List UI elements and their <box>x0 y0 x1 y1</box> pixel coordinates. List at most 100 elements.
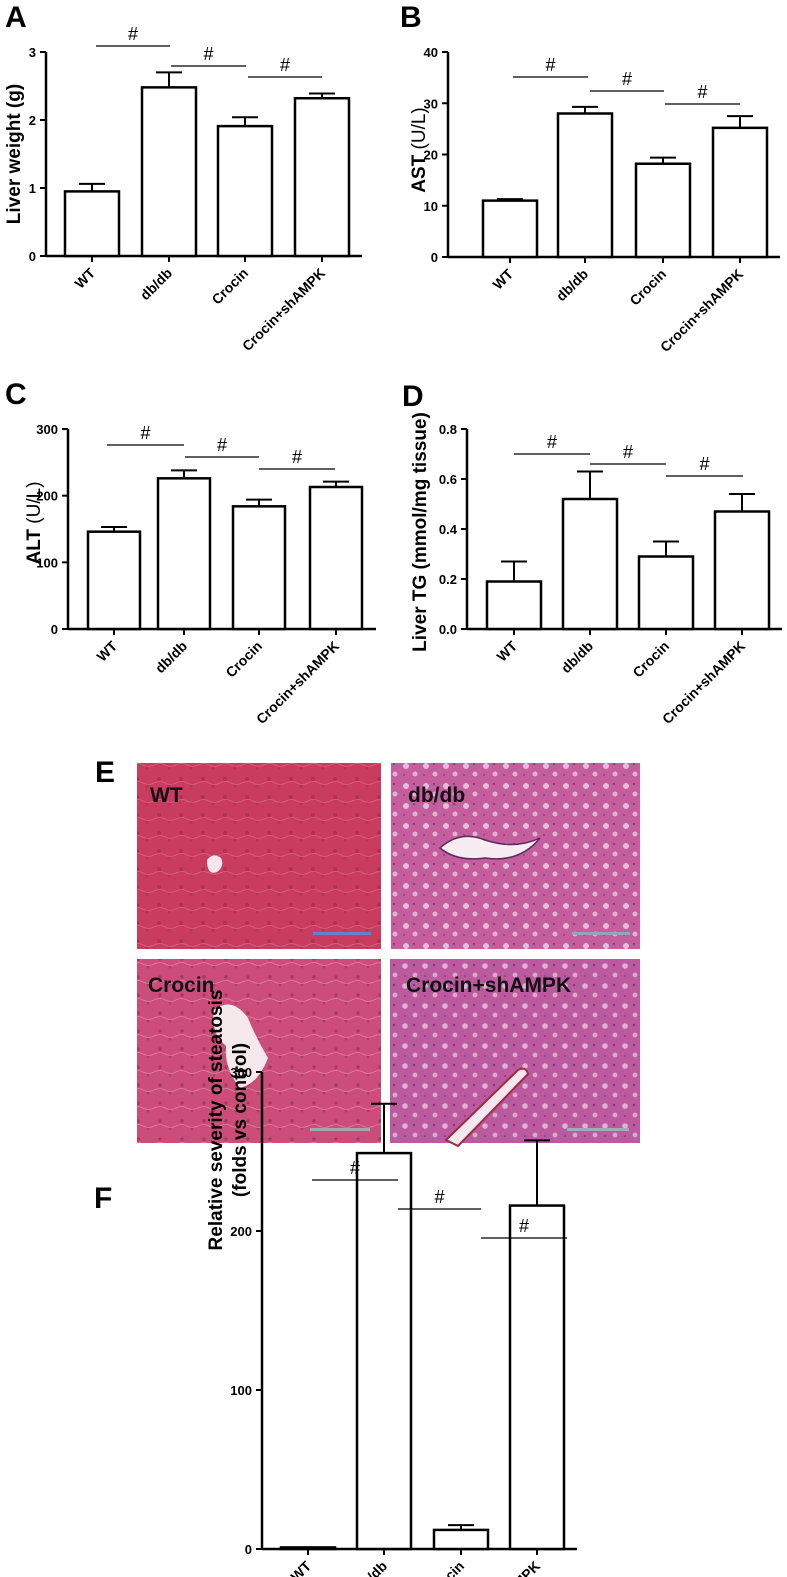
bar-db-db <box>156 477 212 631</box>
bar-db-db <box>355 1151 413 1551</box>
bar-crocin-shampk <box>508 1204 566 1551</box>
histology-label-crocin: Crocin <box>148 974 215 997</box>
significance-mark: # <box>623 442 633 462</box>
panel-label-e: E <box>95 756 115 789</box>
y-tick-label: 0.8 <box>439 422 457 437</box>
y-axis-label: AST (U/L) <box>409 107 430 193</box>
bar-wt <box>63 190 121 258</box>
panel-label-b: B <box>400 1 422 34</box>
y-tick-label: 2 <box>29 113 36 128</box>
y-tick-label: 0.0 <box>439 622 457 637</box>
bar-wt <box>86 530 142 631</box>
panel-label-a: A <box>5 1 27 34</box>
category-label-crocin: Crocin <box>629 638 672 681</box>
y-tick-label: 3 <box>29 45 36 60</box>
category-label-wt: WT <box>287 1557 314 1577</box>
significance-mark: # <box>434 1187 444 1207</box>
bar-crocin <box>231 505 287 631</box>
histology-panel: WT db/db Crocin Crocin+shAMPK <box>137 763 640 1148</box>
chart-d: 0.0 0.2 0.4 0.6 0.8 WT db/db CrocinCrocin+shAMP… <box>410 412 782 727</box>
category-label-db-db: db/db <box>553 266 591 304</box>
histology-label-dbdb: db/db <box>408 784 465 807</box>
bar-crocin <box>637 555 695 631</box>
category-label-db-db: db/db <box>558 638 596 676</box>
category-label-crocin-shampk: Crocin+shAMPK <box>657 266 746 355</box>
y-tick-label: 0.6 <box>439 472 457 487</box>
bar-db-db <box>140 86 198 258</box>
category-label-crocin-shampk: Crocin+shAMPK <box>659 638 748 727</box>
y-tick-label: 200 <box>36 489 58 504</box>
y-tick-label: 30 <box>424 96 438 111</box>
y-tick-label: 100 <box>230 1383 252 1398</box>
y-tick-label: 40 <box>424 45 438 60</box>
panel-label-d: D <box>402 380 424 413</box>
significance-mark: # <box>217 435 227 455</box>
bar-crocin-shampk <box>293 96 351 258</box>
category-label-wt: WT <box>493 637 520 664</box>
significance-mark: # <box>140 423 150 443</box>
category-label-crocin: Crocin <box>222 638 265 681</box>
y-axis-label: Liver TG (mmol/mg tissue) <box>410 412 431 652</box>
significance-mark: # <box>622 69 632 89</box>
y-tick-label: 20 <box>424 148 438 163</box>
y-tick-label: 0.2 <box>439 572 457 587</box>
bar-db-db <box>556 112 614 259</box>
significance-mark: # <box>699 454 709 474</box>
y-tick-label: 200 <box>230 1224 252 1239</box>
bar-crocin-shampk <box>308 485 364 631</box>
category-label-crocin: Crocin <box>208 265 251 308</box>
bar-wt <box>485 580 543 631</box>
category-label-wt: WT <box>71 264 98 291</box>
bar-crocin <box>634 162 692 259</box>
category-label-db-db: db/db <box>137 265 175 303</box>
category-label-crocin: Crocin <box>424 1558 467 1577</box>
bar-crocin-shampk <box>713 510 771 631</box>
y-axis-label: Relative severity of steatosis (folds vs … <box>206 990 251 1251</box>
histology-image-dbdb: db/db <box>391 763 640 949</box>
y-tick-label: 0 <box>431 250 438 265</box>
category-label-crocin: Crocin <box>626 266 669 309</box>
y-tick-label: 10 <box>424 199 438 214</box>
y-tick-label: 0 <box>29 249 36 264</box>
significance-mark: # <box>280 55 290 75</box>
histology-image-crocin-shampk: Crocin+shAMPK <box>390 959 640 1148</box>
histology-image-crocin: Crocin <box>137 959 381 1143</box>
y-tick-label: 0.4 <box>439 522 458 537</box>
y-tick-label: 1 <box>29 181 36 196</box>
category-label-crocin-shampk: Crocin+shAMPK <box>253 638 342 727</box>
category-label-db-db: db/db <box>352 1558 390 1577</box>
panel-label-c: C <box>5 378 27 411</box>
significance-mark: # <box>128 24 138 44</box>
significance-mark: # <box>547 432 557 452</box>
category-label-wt: WT <box>489 265 516 292</box>
category-label-wt: WT <box>93 637 120 664</box>
significance-mark: # <box>203 44 213 64</box>
histology-image-wt: WT <box>137 763 381 949</box>
significance-mark: # <box>350 1158 360 1178</box>
y-tick-label: 0 <box>51 622 58 637</box>
bar-crocin-shampk <box>711 126 769 259</box>
bar-crocin <box>432 1528 490 1551</box>
y-tick-label: 300 <box>36 422 58 437</box>
category-label-crocin-shampk: Crocin+shAMPK <box>239 265 328 354</box>
category-label-db-db: db/db <box>152 638 190 676</box>
bar-db-db <box>561 497 619 631</box>
histology-label-crocin-shampk: Crocin+shAMPK <box>406 974 571 997</box>
bar-crocin <box>216 124 274 258</box>
significance-mark: # <box>545 55 555 75</box>
y-axis-label: Liver weight (g) <box>4 84 25 224</box>
y-tick-label: 300 <box>230 1065 252 1080</box>
bar-wt <box>481 199 539 259</box>
category-label-crocin-shampk: Crocin+shAMPK <box>454 1558 543 1577</box>
significance-mark: # <box>292 447 302 467</box>
bar-wt <box>279 1546 337 1551</box>
panel-label-f: F <box>94 1182 112 1215</box>
significance-mark: # <box>697 82 707 102</box>
y-tick-label: 0 <box>245 1542 252 1557</box>
histology-label-wt: WT <box>150 784 183 807</box>
significance-mark: # <box>519 1216 529 1236</box>
